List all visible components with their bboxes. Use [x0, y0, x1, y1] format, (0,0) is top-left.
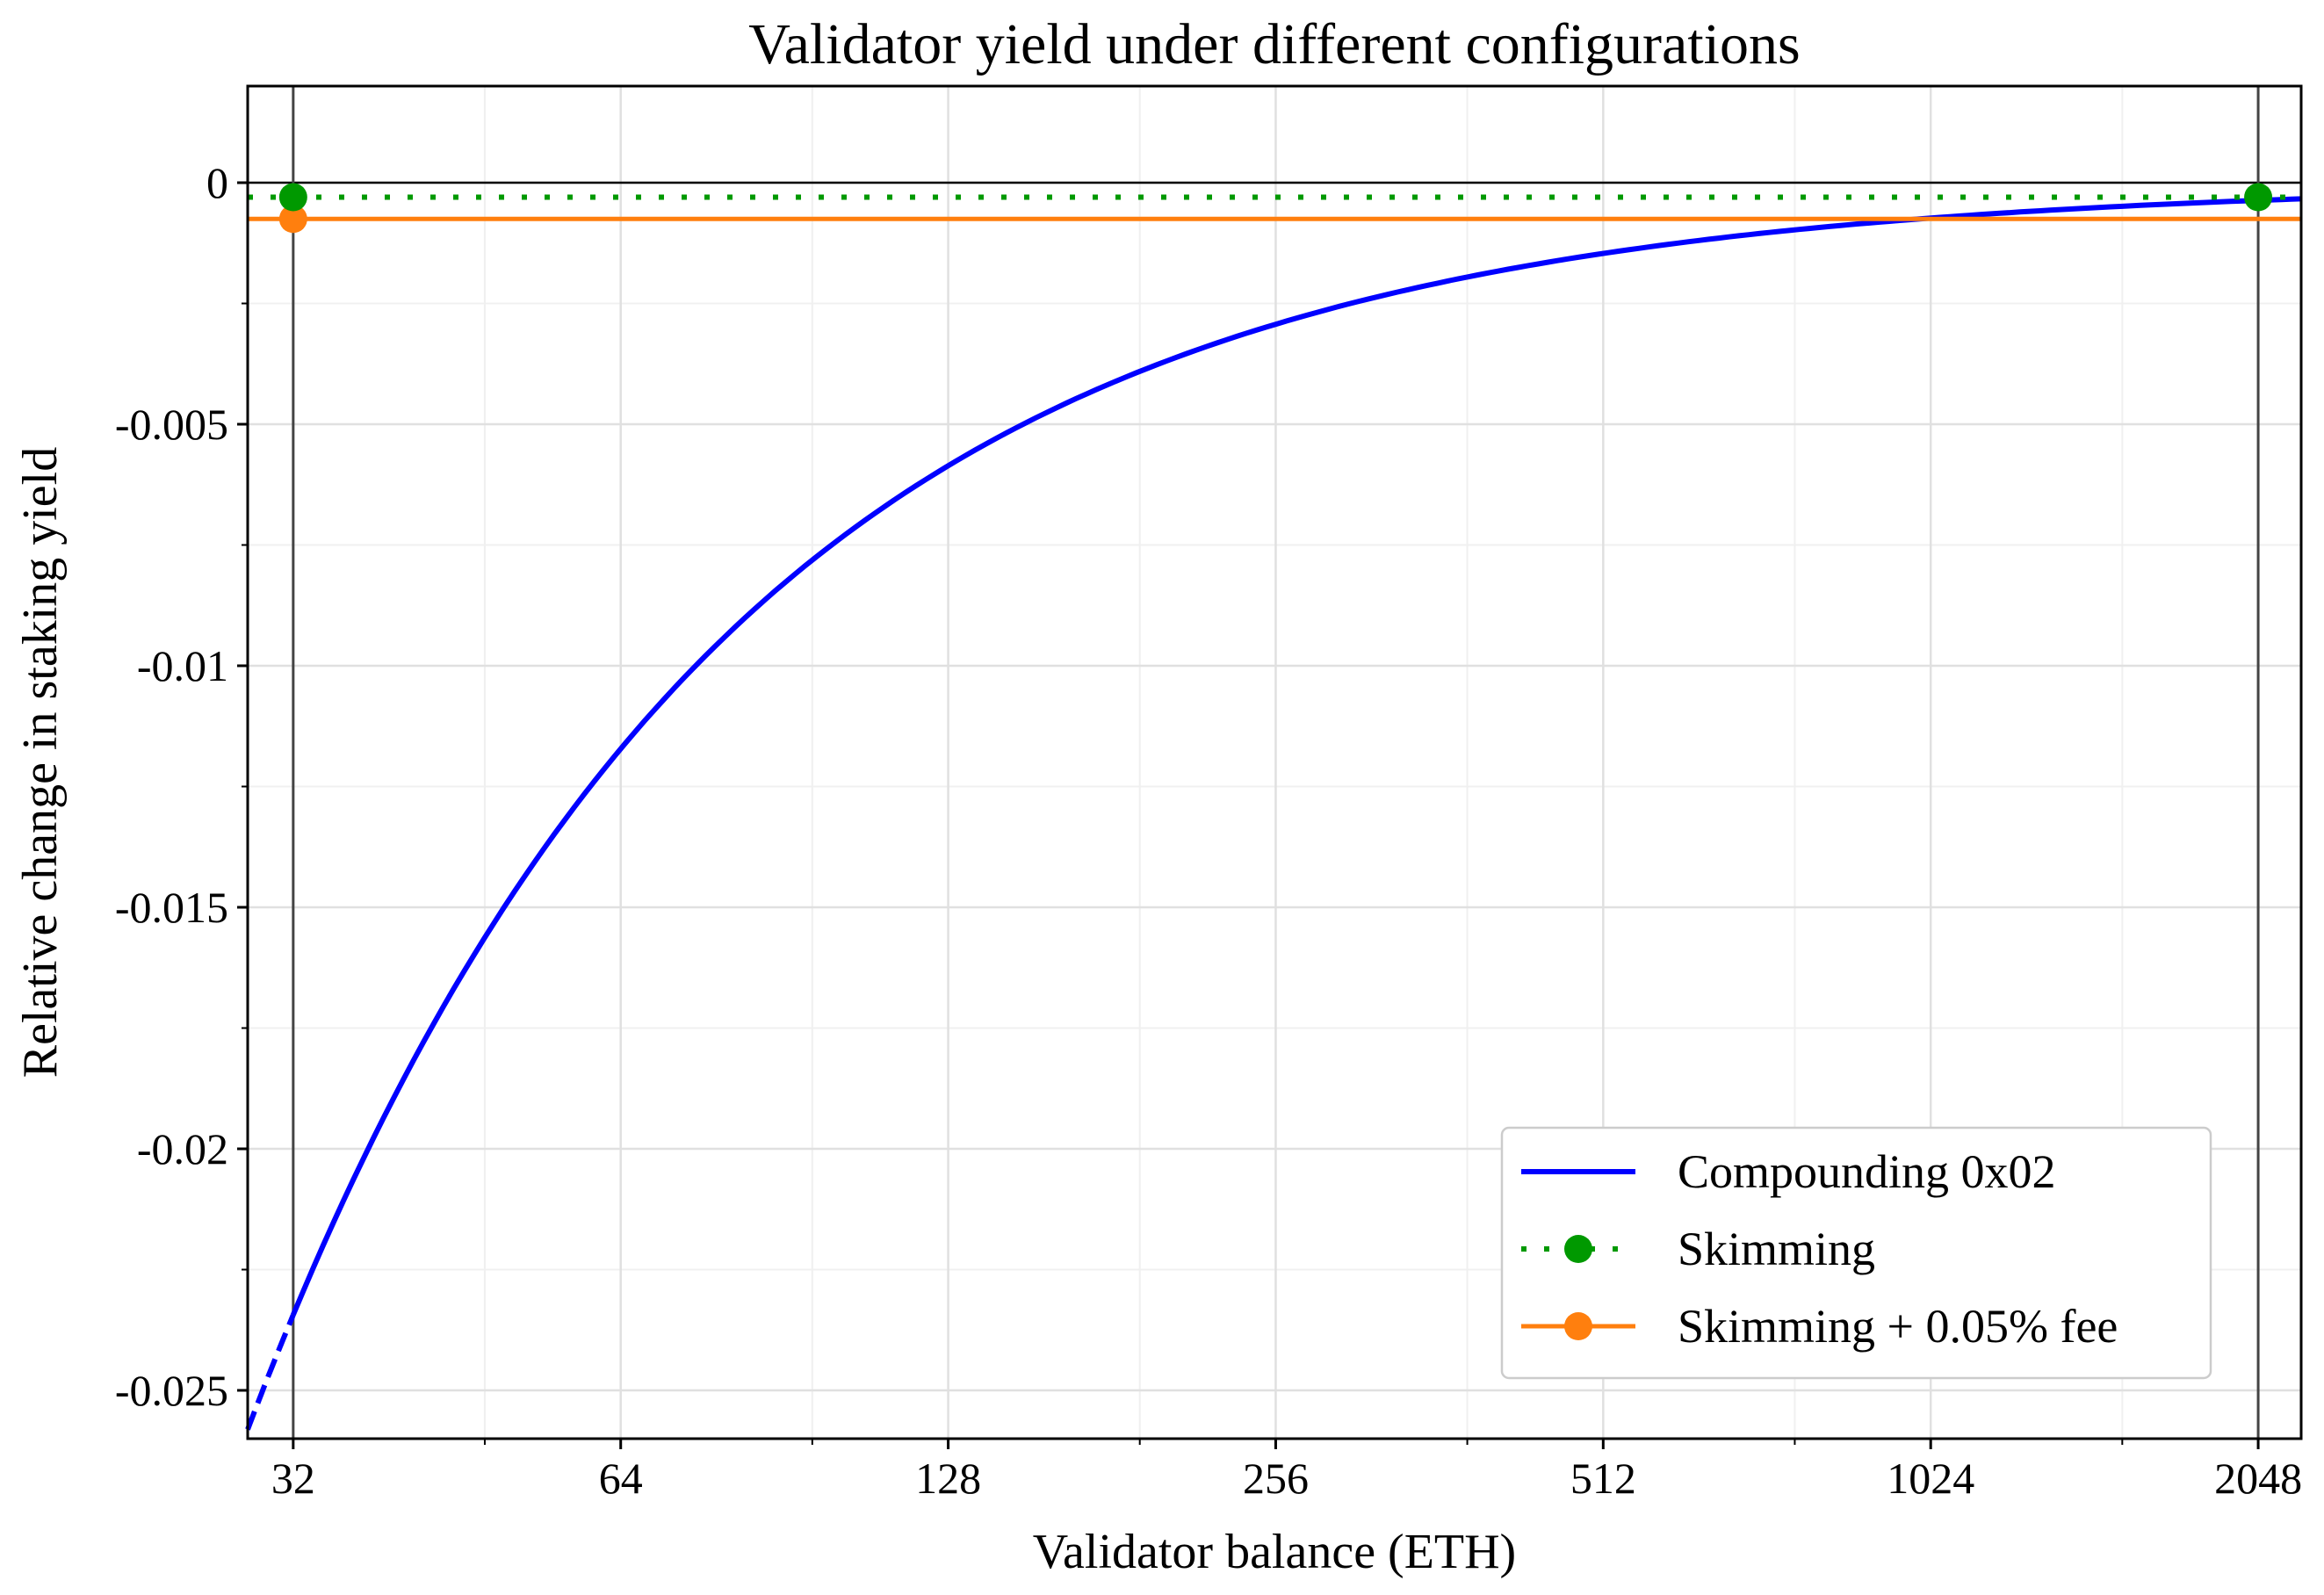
y-tick-label: 0: [206, 158, 228, 207]
x-tick-label: 2048: [2214, 1454, 2302, 1503]
x-tick-label: 128: [915, 1454, 981, 1503]
legend: Compounding 0x02 Skimming Skimming + 0.05%…: [1500, 1126, 2212, 1380]
legend-box: [1500, 1126, 2212, 1380]
y-tick-label: -0.015: [115, 883, 228, 932]
y-tick-label: -0.005: [115, 400, 228, 449]
x-tick-label: 64: [599, 1454, 643, 1503]
chart-title: Validator yield under different configur…: [748, 12, 1800, 76]
plot-area: [245, 86, 2302, 1439]
compounding-line: [291, 196, 2302, 1317]
y-axis-label: Relative change in staking yield: [13, 447, 68, 1078]
legend-label: Skimming + 0.05% fee: [1678, 1300, 2118, 1353]
axes: 32 64 128 256 512 1024 2048 0 -0.005 -0.01 -0.015 -…: [115, 84, 2303, 1503]
x-tick-label: 512: [1570, 1454, 1636, 1503]
skimming-marker: [278, 183, 307, 212]
y-tick-label: -0.02: [137, 1124, 228, 1173]
skimming-marker: [2244, 183, 2273, 212]
x-axis-label: Validator balance (ETH): [1033, 1525, 1516, 1579]
x-tick-label: 256: [1243, 1454, 1309, 1503]
compounding-extrapolation-line: [245, 1313, 296, 1431]
legend-skimming-marker: [1564, 1235, 1592, 1263]
legend-label: Compounding 0x02: [1678, 1145, 2056, 1198]
skimming-fee-marker: [278, 205, 307, 234]
legend-fee-marker: [1564, 1312, 1592, 1340]
x-tick-label: 32: [271, 1454, 315, 1503]
y-tick-label: -0.025: [115, 1366, 228, 1415]
x-tick-label: 1024: [1887, 1454, 1974, 1503]
legend-label: Skimming: [1678, 1223, 1875, 1275]
y-tick-label: -0.01: [137, 641, 228, 690]
